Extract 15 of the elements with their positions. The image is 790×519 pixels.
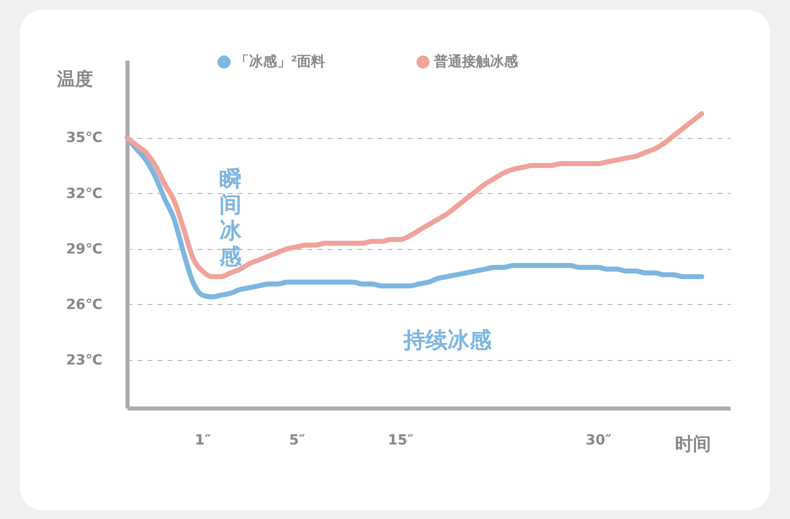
y-tick-label: 32℃ [66, 186, 103, 202]
y-tick-label: 29℃ [66, 241, 103, 258]
legend-label: 「冰感」²面料 [235, 54, 326, 70]
x-tick-label: 5″ [289, 432, 306, 448]
y-tick-label: 35℃ [66, 130, 103, 146]
x-axis-title: 时间 [675, 434, 711, 455]
y-tick-label: 23℃ [66, 352, 103, 368]
legend-label: 普通接触冰感 [433, 53, 519, 70]
y-tick-label: 26℃ [66, 296, 103, 313]
annotation: 持续冰感 [402, 328, 492, 354]
x-tick-label: 30″ [586, 432, 612, 448]
y-axis-title: 温度 [56, 69, 93, 90]
x-tick-label: 15″ [388, 432, 414, 448]
annotation: 瞬间冰感 [218, 167, 243, 270]
x-tick-label: 1″ [194, 432, 211, 448]
